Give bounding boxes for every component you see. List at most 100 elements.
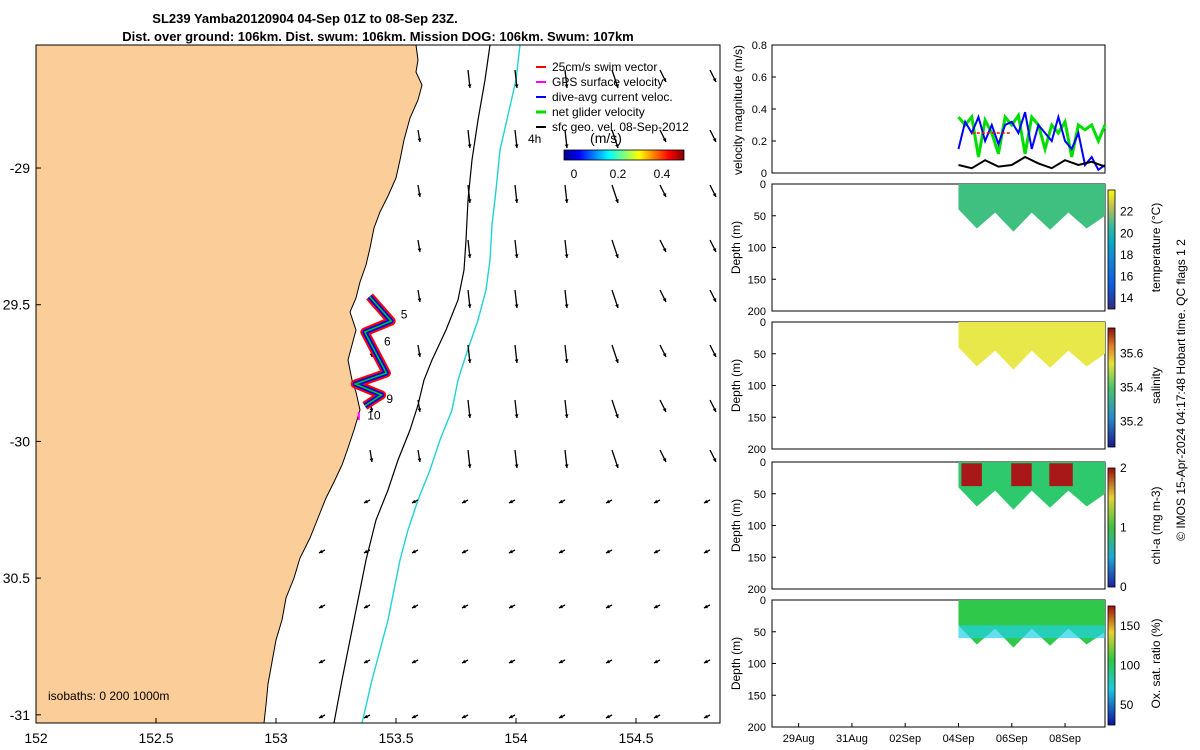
velocity-arrow-head <box>559 659 563 664</box>
velocity-arrow-head <box>559 714 563 719</box>
velocity-arrow-head <box>412 549 416 554</box>
velocity-arrow-head <box>364 499 368 504</box>
colorbar-tick-label: 35.6 <box>1120 347 1144 361</box>
velocity-arrow-head <box>514 254 519 258</box>
depth-ylabel: Depth (m) <box>729 637 743 690</box>
map-axis-ticks: 152 152.5 153 153.5 154 154.5 -29 29.5 -30 30.5 -3… <box>3 160 654 746</box>
depth-ytick-label: 150 <box>748 690 766 702</box>
velocity-arrow-head <box>462 549 466 554</box>
velocity-arrow-head <box>467 254 472 258</box>
velocity-arrow-head <box>564 84 569 88</box>
depth-colorbar <box>1107 605 1116 726</box>
velocity-arrow-head <box>662 408 667 412</box>
velocity-arrow-head <box>417 298 422 302</box>
velocity-arrow-head <box>509 549 513 554</box>
velocity-arrow-head <box>509 604 513 609</box>
velocity-arrow-head <box>615 199 619 203</box>
colorbar-tick-label: 50 <box>1120 698 1134 712</box>
velocity-arrow-head <box>514 304 519 308</box>
velocity-arrow-head <box>412 714 416 719</box>
legend-label-swim: 25cm/s swim vector <box>552 60 657 74</box>
velocity-arrow-head <box>712 138 717 142</box>
velocity-arrow-head <box>662 353 667 357</box>
track-net-velocity <box>353 296 393 407</box>
velocity-arrow-head <box>654 714 658 719</box>
velocity-arrow-head <box>417 408 422 412</box>
depth-ytick-label: 0 <box>760 595 766 607</box>
velocity-arrow-head <box>417 248 422 252</box>
colorbar-tick-label: 22 <box>1120 205 1134 219</box>
velocity-ytick-label: 0 <box>761 168 767 180</box>
time-tick-label: 29Aug <box>783 733 815 745</box>
velocity-ytick-label: 0.2 <box>752 136 767 148</box>
velocity-ytick-label: 0.6 <box>752 72 767 84</box>
velocity-arrow-head <box>412 604 416 609</box>
velocity-arrow-head <box>615 144 619 148</box>
velocity-arrow-head <box>364 714 368 719</box>
speed-colorbar-title: (m/s) <box>590 130 622 146</box>
day-labels: 56 9 10 <box>367 307 408 422</box>
colorbar-tick-label: 35.4 <box>1120 381 1144 395</box>
velocity-arrow-head <box>704 604 708 609</box>
map-xtick-label: 152.5 <box>138 730 173 746</box>
legend-label-net: net glider velocity <box>552 105 645 119</box>
depth-ytick-label: 0 <box>760 317 766 329</box>
velocity-arrow-head <box>662 298 667 302</box>
velocity-ylabel: velocity magnitude (m/s) <box>731 45 745 175</box>
velocity-arrow-head <box>662 458 667 462</box>
map-title-line1: SL239 Yamba20120904 04-Sep 01Z to 08-Sep… <box>152 11 457 26</box>
colorbar-tick-label: 20 <box>1120 226 1134 240</box>
velocity-arrow-head <box>364 549 368 554</box>
velocity-arrow-head <box>467 359 472 363</box>
velocity-y-ticks: 0 0.2 0.4 0.6 0.8 <box>752 40 776 180</box>
colorbar-tick-label: 150 <box>1120 619 1140 633</box>
velocity-arrow-head <box>462 659 466 664</box>
depth-ytick-label: 200 <box>748 722 766 734</box>
map-xtick-label: 153 <box>264 730 288 746</box>
speed-colorbar-tick-2: 0.4 <box>654 167 671 181</box>
isobath-note: isobaths: 0 200 1000m <box>48 689 169 703</box>
velocity-arrow-head <box>654 549 658 554</box>
oxygen-deep-layer <box>958 625 1105 639</box>
velocity-arrow-head <box>712 298 717 302</box>
velocity-arrow-head <box>654 604 658 609</box>
map-xtick-label: 154 <box>504 730 528 746</box>
velocity-arrow-head <box>369 408 374 412</box>
velocity-arrow-head <box>704 714 708 719</box>
time-tick-label: 08Sep <box>1049 733 1081 745</box>
velocity-arrow-head <box>417 138 422 142</box>
colorbar-tick-label: 1 <box>1120 521 1127 535</box>
legend-label-dive: dive-avg current veloc. <box>552 90 673 104</box>
depth-ytick-label: 50 <box>754 211 766 223</box>
map-ytick-label: 29.5 <box>3 297 30 313</box>
velocity-arrow-head <box>564 304 569 308</box>
velocity-arrow-head <box>462 604 466 609</box>
velocity-arrow-head <box>662 78 667 82</box>
velocity-arrow-head <box>509 659 513 664</box>
velocity-arrow-head <box>514 359 519 363</box>
depth-section-data <box>958 322 1105 370</box>
velocity-arrow-head <box>615 414 619 418</box>
velocity-arrow-head <box>319 659 323 664</box>
colorbar-tick-label: 2 <box>1120 461 1127 475</box>
velocity-arrow-head <box>564 144 569 148</box>
velocity-arrow-head <box>514 84 519 88</box>
velocity-arrow-head <box>514 199 519 203</box>
velocity-arrow-head <box>654 659 658 664</box>
label-4h: 4h <box>528 132 541 146</box>
time-tick-label: 06Sep <box>996 733 1028 745</box>
velocity-arrow-head <box>712 408 717 412</box>
chl-high-patch <box>1049 463 1073 487</box>
colorbar-tick-label: 35.2 <box>1120 415 1144 429</box>
map-frame <box>35 44 721 724</box>
copyright-note: © IMOS 15-Apr-2024 04:17:48 Hobart time.… <box>1174 239 1188 541</box>
velocity-arrow-head <box>467 199 472 203</box>
velocity-arrow-head <box>509 499 513 504</box>
map-ytick-label: -29 <box>10 160 30 176</box>
map-legend: 25cm/s swim vector GPS surface velocity … <box>536 60 689 134</box>
legend-label-gps: GPS surface velocity <box>552 75 663 89</box>
velocity-ytick-label: 0.4 <box>752 104 767 116</box>
day-label: 5 <box>401 307 408 321</box>
